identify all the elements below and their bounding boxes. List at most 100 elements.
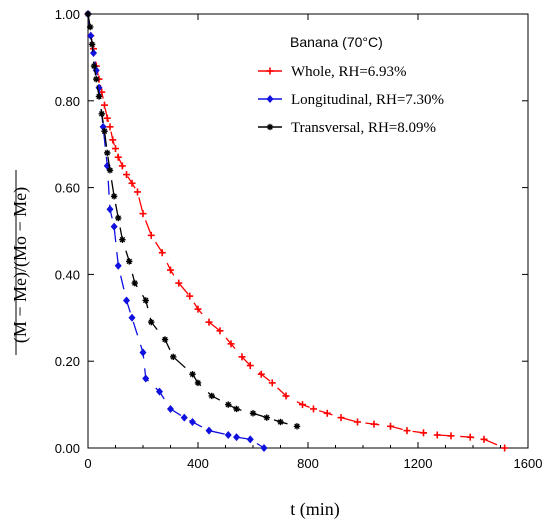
data-point <box>189 371 196 378</box>
legend-entry: Longitudinal, RH=7.30% <box>258 92 444 108</box>
legend-title: Banana (70°C) <box>290 34 383 50</box>
data-point <box>98 110 105 118</box>
legend-marker <box>266 123 274 131</box>
data-point <box>128 179 136 187</box>
data-point <box>118 162 126 170</box>
data-point <box>238 353 246 361</box>
data-point <box>205 426 213 435</box>
data-point <box>310 405 317 413</box>
y-tick-label: 0.60 <box>55 181 80 196</box>
data-point <box>282 392 290 400</box>
data-point <box>126 258 133 265</box>
data-point <box>123 171 130 179</box>
data-point <box>233 433 240 442</box>
data-point <box>447 432 455 440</box>
data-point <box>158 249 166 257</box>
data-point <box>156 387 163 396</box>
x-tick-label: 800 <box>297 456 319 471</box>
data-point <box>114 153 122 161</box>
data-point <box>90 62 98 70</box>
data-point <box>194 305 202 313</box>
series-line <box>87 13 298 427</box>
data-point <box>148 318 155 326</box>
data-point <box>205 318 213 326</box>
legend-entry: Transversal, RH=8.09% <box>258 120 436 136</box>
data-point <box>299 401 306 409</box>
data-point <box>260 444 268 452</box>
series-line <box>87 13 265 449</box>
legend-label: Transversal, RH=8.09% <box>291 120 436 136</box>
y-tick-label: 0.00 <box>55 441 80 456</box>
data-point <box>194 379 202 387</box>
x-tick-label: 400 <box>187 456 209 471</box>
data-point <box>131 279 138 287</box>
data-point <box>233 405 240 413</box>
y-tick-label: 0.40 <box>55 267 80 282</box>
data-point <box>101 127 108 135</box>
legend: Banana (70°C) Whole, RH=6.93% Longitudina… <box>258 34 444 136</box>
legend-marker <box>266 67 274 75</box>
data-point <box>323 409 331 417</box>
x-tick-label: 1600 <box>514 456 543 471</box>
data-point <box>139 348 147 357</box>
x-tick-label: 0 <box>84 456 91 471</box>
data-point <box>139 210 147 218</box>
data-point <box>119 236 126 243</box>
data-point <box>227 340 235 348</box>
legend-label: Longitudinal, RH=7.30% <box>291 92 444 108</box>
data-point <box>167 266 174 274</box>
data-point <box>114 261 122 270</box>
series-1 <box>84 10 509 452</box>
data-point <box>93 75 100 83</box>
y-tick-label: 0.80 <box>55 94 80 109</box>
data-point <box>249 410 257 417</box>
series-2 <box>84 10 268 452</box>
data-point <box>246 435 254 444</box>
data-point <box>161 336 169 343</box>
data-point <box>268 379 276 387</box>
data-point <box>354 418 361 426</box>
y-tick-label: 1.00 <box>55 7 80 22</box>
data-point <box>403 427 411 435</box>
y-axis-title: (M − Me)/(Mo − Me) <box>10 187 31 343</box>
ticks-layer: 0 400 800 1200 1600 0.00 0.20 0.40 0.60 0.80 1.00 <box>55 7 543 471</box>
data-point <box>257 370 265 378</box>
data-point <box>87 31 95 40</box>
data-point <box>293 423 301 430</box>
data-point <box>224 430 232 439</box>
data-point <box>170 353 177 361</box>
series-layer <box>84 10 509 452</box>
data-point <box>101 101 108 109</box>
data-point <box>104 149 111 157</box>
data-point <box>142 374 150 383</box>
data-point <box>466 433 474 441</box>
data-point <box>90 49 97 58</box>
x-tick-label: 1200 <box>404 456 433 471</box>
data-point <box>186 292 194 300</box>
data-point <box>106 167 114 174</box>
data-point <box>110 222 118 231</box>
data-point <box>216 327 224 335</box>
data-point <box>95 93 103 100</box>
data-point <box>420 429 427 437</box>
data-point <box>180 413 188 422</box>
data-point <box>106 123 114 131</box>
data-point <box>115 214 122 222</box>
data-point <box>103 114 111 122</box>
data-point <box>246 362 254 370</box>
data-point <box>147 231 155 239</box>
data-point <box>189 417 196 426</box>
data-point <box>112 145 119 153</box>
data-point <box>123 296 130 305</box>
data-point <box>370 420 378 428</box>
data-point <box>175 279 183 287</box>
legend-entry: Whole, RH=6.93% <box>258 64 407 80</box>
data-point <box>109 136 117 144</box>
data-point <box>110 193 118 200</box>
data-point <box>225 401 232 408</box>
data-point <box>208 392 215 400</box>
data-point <box>387 422 394 430</box>
series-3 <box>84 10 301 430</box>
data-point <box>277 418 284 426</box>
